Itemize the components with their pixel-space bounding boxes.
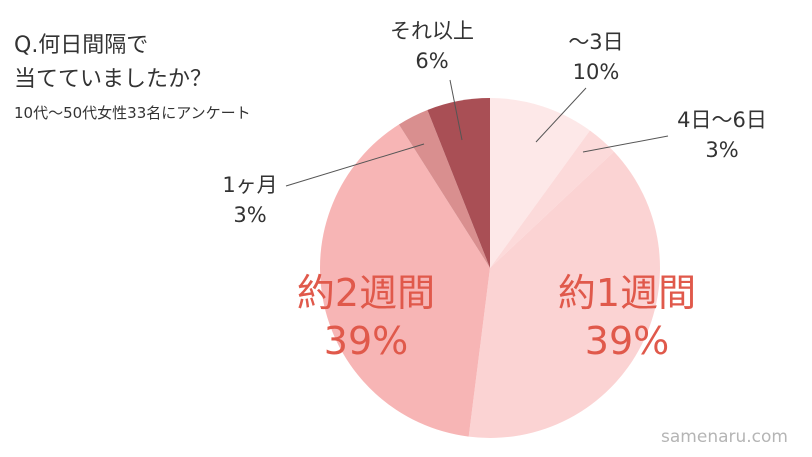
leader-line-slice-1: [582, 135, 669, 153]
slice-value-label-1: 3%: [705, 138, 738, 162]
leader-line-slice-0: [535, 87, 587, 143]
leader-line-slice-4: [285, 143, 425, 187]
slice-value-label-0: 10%: [573, 60, 620, 84]
slice-value-label-4: 3%: [233, 203, 266, 227]
chart-title-line-1: Q.何日間隔で: [14, 33, 148, 58]
slice-value-label-2: 39%: [585, 319, 669, 363]
slice-value-label-3: 39%: [324, 319, 408, 363]
pie-slice-1: [490, 130, 614, 268]
slice-label-0: 〜3日: [568, 30, 623, 54]
watermark: samenaru.com: [661, 427, 788, 447]
slice-label-5: それ以上: [390, 19, 474, 43]
pie-slices: [319, 98, 660, 438]
pie-slice-0: [490, 98, 590, 268]
slice-label-4: 1ヶ月: [222, 173, 277, 197]
pie-slice-5: [427, 98, 490, 268]
chart-subtitle: 10代〜50代女性33名にアンケート: [14, 104, 251, 122]
pie-slice-4: [398, 109, 490, 268]
slice-label-3: 約2週間: [297, 271, 435, 315]
slice-label-2: 約1週間: [558, 271, 696, 315]
slice-value-label-5: 6%: [415, 49, 448, 73]
leader-line-slice-5: [449, 79, 463, 141]
slice-label-1: 4日〜6日: [677, 108, 767, 132]
pie-slice-3: [319, 124, 490, 437]
pie-slice-2: [468, 151, 660, 438]
chart-title-line-2: 当てていましたか？: [14, 67, 212, 92]
